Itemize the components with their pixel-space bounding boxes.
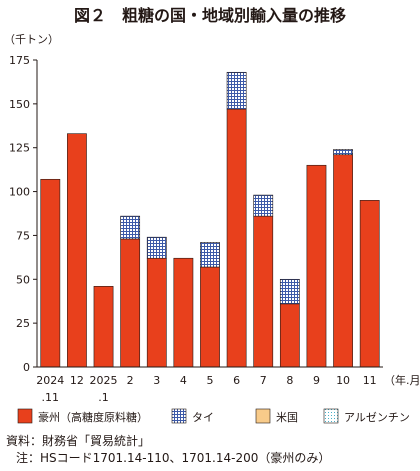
bar-segment: [226, 71, 247, 110]
notes: 資料：財務省「貿易統計」 注：HSコード1701.14-110、1701.14-…: [6, 433, 330, 467]
bar-segment: [253, 215, 274, 368]
x-tick-label: 12: [70, 374, 84, 387]
bar-segment: [67, 133, 87, 368]
x-tick-label: 5: [207, 374, 214, 387]
y-tick-label: 50: [16, 273, 30, 286]
bar-segment: [146, 257, 167, 368]
source-note: 資料：財務省「貿易統計」: [6, 434, 151, 448]
legend-label: 米国: [276, 411, 298, 424]
bar-segment: [120, 215, 141, 240]
x-axis-label: （年.月）: [384, 373, 420, 387]
x-tick-label: 6: [233, 374, 240, 387]
bar-segment: [359, 200, 380, 368]
bar-segment: [333, 149, 353, 156]
x-tick-label: 10: [336, 374, 350, 387]
bar-segment: [333, 154, 353, 368]
bar-segment: [146, 236, 167, 259]
y-tick-label: 125: [9, 142, 30, 155]
x-tick-label: .11: [42, 391, 60, 404]
x-tick-label: 4: [180, 374, 187, 387]
bar-segment: [40, 178, 61, 368]
footnote: 注：HSコード1701.14-110、1701.14-200（豪州のみ）: [16, 451, 331, 465]
legend-label: タイ: [192, 411, 214, 424]
y-tick-label: 25: [16, 317, 30, 330]
legend-label: アルゼンチン: [344, 411, 410, 424]
y-tick-label: 0: [23, 361, 30, 374]
legend-swatch: [323, 408, 339, 424]
bar-segment: [279, 278, 300, 305]
chart-title: 図２ 粗糖の国・地域別輸入量の推移: [74, 6, 346, 25]
bar-segment: [253, 194, 274, 217]
y-tick-label: 150: [9, 98, 30, 111]
x-tick-label: 2024: [36, 374, 64, 387]
legend-swatch: [171, 408, 187, 424]
legend: 豪州（高糖度原料糖） タイ 米国 アルゼンチン: [17, 408, 410, 424]
x-tick-label: .1: [98, 391, 109, 404]
bar-segment: [93, 286, 114, 368]
legend-swatch: [255, 408, 271, 424]
bar-segment: [279, 303, 300, 368]
x-tick-label: 2025: [90, 374, 118, 387]
x-tick-label: 3: [153, 374, 160, 387]
x-tick-label: 2: [127, 374, 134, 387]
bar-segment: [200, 242, 220, 268]
legend-swatch: [17, 408, 33, 424]
x-tick-label: 7: [260, 374, 267, 387]
bar-segment: [173, 257, 194, 368]
y-tick-label: 75: [16, 229, 30, 242]
bar-segment: [226, 108, 247, 368]
x-tick-label: 11: [363, 374, 377, 387]
bar-segment: [120, 238, 141, 368]
bar-segment: [306, 164, 327, 368]
y-axis-label: （千トン）: [4, 33, 59, 46]
x-tick-label: 8: [286, 374, 293, 387]
x-tick-label: 9: [313, 374, 320, 387]
y-tick-label: 175: [9, 54, 30, 67]
bar-segment: [200, 266, 220, 368]
y-tick-label: 100: [9, 186, 30, 199]
legend-label: 豪州（高糖度原料糖）: [38, 410, 148, 424]
